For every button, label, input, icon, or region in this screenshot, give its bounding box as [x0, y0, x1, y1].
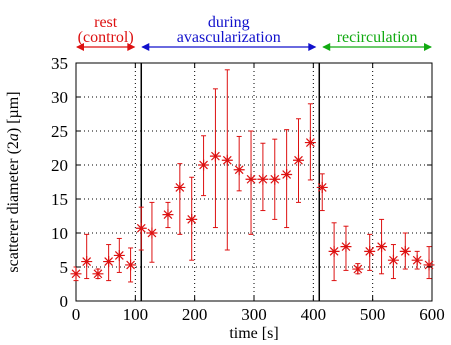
y-axis-title-part: scatterer diameter (2 [5, 141, 22, 272]
phase-boundaries [140, 63, 321, 301]
x-tick-label: 200 [182, 305, 208, 324]
y-axis-title-part: m] [5, 91, 22, 109]
x-tick-label: 0 [72, 305, 81, 324]
data-point [281, 169, 293, 181]
data-point [423, 259, 435, 271]
phase-label: avascularization [177, 29, 281, 46]
data-point [316, 181, 328, 193]
data-point [125, 259, 137, 271]
y-tick-label: 15 [51, 190, 68, 209]
y-tick-label: 5 [60, 258, 69, 277]
phase-arrowhead-left [322, 43, 331, 51]
x-tick-label: 100 [123, 305, 149, 324]
phase-label: during [208, 14, 250, 31]
data-point [364, 245, 376, 257]
phase-arrowhead-left [141, 43, 150, 51]
x-tick-label: 400 [301, 305, 327, 324]
data-point [92, 268, 104, 280]
grid [76, 63, 432, 301]
y-tick-label: 25 [51, 122, 68, 141]
phase-arrowhead-right [127, 43, 136, 51]
data-point [113, 249, 125, 261]
error-bar [177, 163, 183, 235]
y-axis-ticks: 0 5 10 15 20 25 30 35 [51, 54, 432, 311]
y-tick-label: 20 [51, 156, 68, 175]
x-axis-title: time [s] [229, 325, 278, 342]
data-point [340, 241, 352, 253]
data-point [135, 222, 147, 234]
data-point [352, 263, 364, 275]
phase-arrowhead-right [308, 43, 317, 51]
phase-label: (control) [78, 29, 134, 46]
x-tick-label: 600 [419, 305, 445, 324]
x-axis-ticks: 0 100 200 300 400 500 600 [72, 63, 445, 324]
data-point [269, 173, 281, 185]
y-tick-label: 30 [51, 88, 68, 107]
data-point [81, 256, 93, 268]
data-point [174, 181, 186, 193]
data-point [387, 254, 399, 266]
phase-arrowhead-left [76, 43, 84, 51]
x-tick-label: 500 [360, 305, 386, 324]
y-tick-label: 10 [51, 224, 68, 243]
data-point [411, 254, 423, 266]
data-point [245, 173, 257, 185]
y-axis-title-part: ) [ [5, 118, 22, 133]
data-point [209, 150, 221, 162]
data-point [186, 213, 198, 225]
y-tick-label: 35 [51, 54, 68, 73]
y-axis-title-variable: a [5, 133, 22, 141]
phase-label: rest [94, 14, 118, 31]
data-point [293, 154, 304, 166]
phase-annotation: rest(control) [76, 14, 136, 51]
phase-label: recirculation [337, 29, 418, 46]
data-point [257, 173, 269, 185]
data-point [198, 159, 210, 171]
data-point [328, 245, 340, 257]
data-point [70, 268, 82, 280]
data-point [221, 154, 233, 166]
phase-arrowhead-right [424, 43, 432, 51]
data-point [376, 241, 388, 253]
data-point [146, 227, 158, 239]
y-axis-title-micro: µ [5, 109, 22, 118]
phase-annotation: recirculation [322, 29, 432, 51]
data-point [103, 256, 115, 268]
data-point [399, 245, 411, 257]
error-bar [236, 135, 242, 192]
x-tick-label: 300 [241, 305, 267, 324]
y-tick-label: 0 [60, 292, 69, 311]
data-point [304, 137, 316, 149]
data-point [233, 164, 245, 176]
data-point [162, 209, 174, 221]
y-axis-title: scatterer diameter (2a) [µm] [5, 91, 22, 272]
data-points [70, 137, 435, 280]
